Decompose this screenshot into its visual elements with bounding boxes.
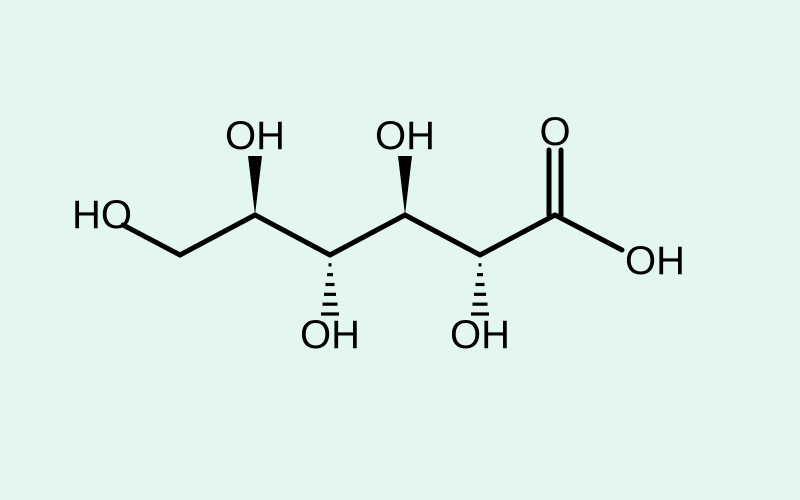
atom-label: OH: [300, 315, 360, 355]
molecule-canvas: HO OH OH OH OH O OH: [0, 0, 800, 500]
atom-label: OH: [225, 116, 285, 156]
atom-label: OH: [375, 116, 435, 156]
atom-label: OH: [450, 315, 510, 355]
atom-label: HO: [72, 195, 132, 235]
atom-label: O: [539, 112, 570, 152]
atom-label: OH: [625, 241, 685, 281]
